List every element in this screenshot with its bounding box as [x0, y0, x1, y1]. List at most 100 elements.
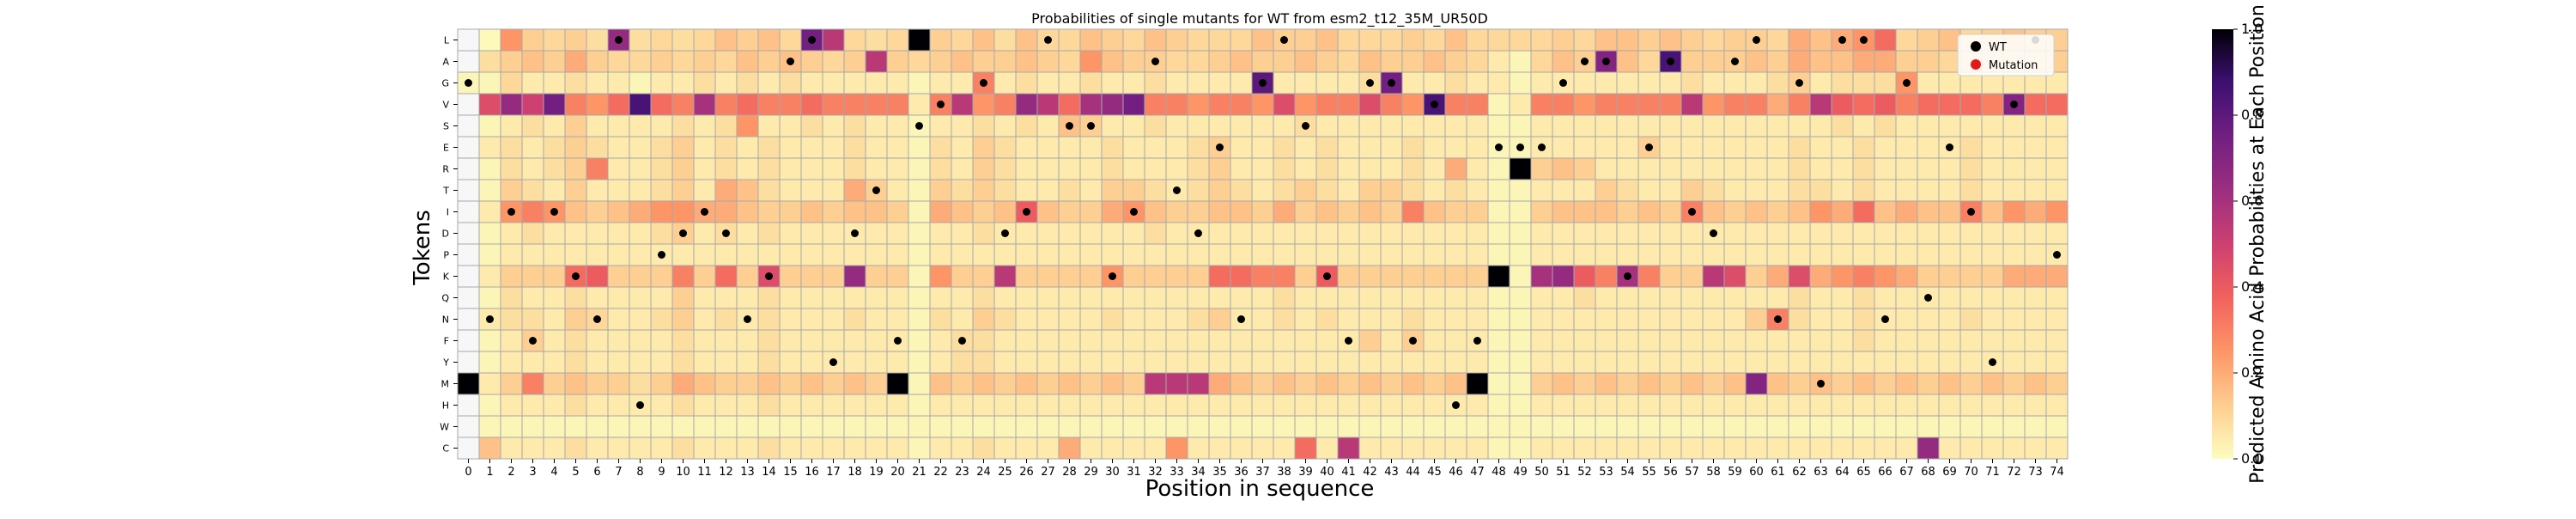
heatmap-cell — [1315, 329, 1339, 352]
heatmap-cell — [671, 351, 695, 374]
heatmap-cell — [1165, 308, 1188, 331]
wt-marker — [1087, 122, 1095, 130]
heatmap-cell — [1680, 50, 1704, 73]
wt-marker — [529, 337, 537, 345]
heatmap-cell — [993, 93, 1017, 116]
heatmap-cell — [1144, 28, 1167, 52]
heatmap-cell — [457, 415, 480, 438]
heatmap-cell — [2002, 114, 2026, 137]
heatmap-cell — [500, 157, 523, 180]
heatmap-cell — [1595, 71, 1618, 95]
heatmap-cell — [1959, 372, 1983, 395]
wt-marker — [1667, 58, 1674, 65]
heatmap-cell — [1315, 415, 1339, 438]
x-tick-label: 21 — [912, 466, 927, 479]
wt-marker — [1066, 122, 1073, 130]
heatmap-cell — [951, 394, 974, 417]
heatmap-cell — [671, 372, 695, 395]
heatmap-cell — [543, 308, 566, 331]
heatmap-cell — [1659, 394, 1682, 417]
heatmap-cell — [1959, 243, 1983, 266]
heatmap-cell — [1745, 114, 1768, 137]
heatmap-cell — [1251, 351, 1274, 374]
heatmap-cell — [1444, 114, 1467, 137]
heatmap-cell — [1616, 437, 1639, 460]
heatmap-cell — [543, 351, 566, 374]
heatmap-cell — [1852, 308, 1875, 331]
heatmap-cell — [1573, 136, 1596, 159]
heatmap-cell — [1895, 222, 1918, 245]
heatmap-cell — [1251, 394, 1274, 417]
heatmap-cell — [1380, 351, 1403, 374]
heatmap-cell — [1079, 50, 1103, 73]
heatmap-cell — [1595, 265, 1618, 288]
heatmap-cell — [1938, 243, 1961, 266]
heatmap-cell — [886, 437, 909, 460]
heatmap-cell — [543, 28, 566, 52]
x-tick-label: 39 — [1298, 466, 1313, 479]
heatmap-cell — [1702, 71, 1725, 95]
heatmap-cell — [2024, 114, 2047, 137]
heatmap-cell — [1852, 93, 1875, 116]
heatmap-cell — [1466, 93, 1489, 116]
heatmap-cell — [2024, 200, 2047, 223]
heatmap-cell — [822, 394, 845, 417]
wt-marker — [1538, 143, 1546, 151]
heatmap-cell — [1122, 93, 1145, 116]
heatmap-cell — [1616, 200, 1639, 223]
heatmap-cell — [478, 329, 501, 352]
heatmap-cell — [1723, 200, 1747, 223]
heatmap-cell — [543, 179, 566, 202]
heatmap-cell — [1809, 179, 1832, 202]
x-tick-label: 34 — [1191, 466, 1206, 479]
heatmap-cell — [1981, 200, 2004, 223]
heatmap-cell — [1745, 200, 1768, 223]
heatmap-cell — [564, 437, 587, 460]
heatmap-cell — [1487, 351, 1510, 374]
heatmap-cell — [1895, 50, 1918, 73]
heatmap-cell — [1831, 437, 1854, 460]
heatmap-cell — [779, 351, 802, 374]
heatmap-cell — [843, 71, 866, 95]
heatmap-cell — [1637, 329, 1661, 352]
heatmap-cell — [1509, 157, 1532, 180]
heatmap-cell — [1874, 71, 1897, 95]
heatmap-cell — [1573, 372, 1596, 395]
heatmap-cell — [2002, 308, 2026, 331]
heatmap-cell — [972, 50, 995, 73]
wt-marker — [1774, 315, 1782, 323]
heatmap-cell — [908, 415, 931, 438]
heatmap-cell — [929, 329, 952, 352]
heatmap-cell — [1444, 71, 1467, 95]
heatmap-cell — [693, 114, 716, 137]
heatmap-cell — [843, 329, 866, 352]
heatmap-cell — [757, 372, 781, 395]
heatmap-cell — [629, 308, 652, 331]
heatmap-cell — [1723, 265, 1747, 288]
heatmap-cell — [1552, 394, 1575, 417]
wt-marker — [636, 401, 644, 409]
heatmap-cell — [1637, 351, 1661, 374]
wt-marker — [572, 272, 580, 280]
heatmap-cell — [521, 286, 544, 309]
heatmap-cell — [2045, 222, 2069, 245]
heatmap-cell — [1573, 415, 1596, 438]
heatmap-cell — [1938, 329, 1961, 352]
heatmap-cell — [2045, 200, 2069, 223]
heatmap-cell — [1208, 265, 1231, 288]
heatmap-cell — [1144, 200, 1167, 223]
heatmap-cell — [1809, 71, 1832, 95]
heatmap-cell — [865, 114, 888, 137]
heatmap-cell — [736, 243, 759, 266]
heatmap-cell — [2045, 329, 2069, 352]
heatmap-cell — [757, 415, 781, 438]
heatmap-cell — [993, 329, 1017, 352]
heatmap-cell — [1938, 286, 1961, 309]
heatmap-cell — [822, 372, 845, 395]
heatmap-cell — [1938, 394, 1961, 417]
heatmap-cell — [1273, 71, 1296, 95]
heatmap-cell — [671, 200, 695, 223]
heatmap-cell — [1079, 286, 1103, 309]
heatmap-cell — [757, 114, 781, 137]
heatmap-cell — [1208, 243, 1231, 266]
